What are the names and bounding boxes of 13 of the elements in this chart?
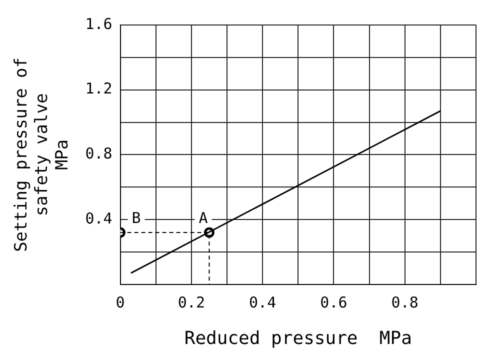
x-tick-label: 0.4 (249, 293, 276, 312)
y-tick-label: 0.4 (85, 209, 112, 228)
x-tick-label: 0.8 (391, 293, 418, 312)
annotation: B (132, 208, 141, 227)
x-axis-title: Reduced pressure MPa (184, 328, 412, 349)
x-tick-label: 0.6 (320, 293, 348, 312)
y-tick-label: 1.2 (85, 80, 112, 98)
annotation: A (198, 208, 208, 227)
y-axis-title: Setting pressure of safety valve MPa (12, 57, 72, 252)
y-tick-label: 1.6 (85, 14, 112, 33)
y-tick-label: 0.8 (85, 144, 112, 163)
x-tick-label: 0.2 (178, 293, 205, 312)
x-tick-label: 0 (116, 293, 125, 312)
